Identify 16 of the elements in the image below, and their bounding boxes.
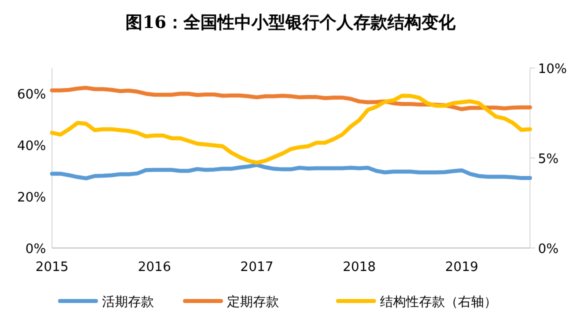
y-tick-label: 20% bbox=[17, 190, 46, 206]
x-tick-label: 2018 bbox=[342, 260, 376, 275]
y2-tick-label: 5% bbox=[538, 152, 559, 167]
legend-label: 结构性存款（右轴） bbox=[380, 295, 497, 310]
legend-label: 定期存款 bbox=[227, 295, 279, 310]
y-tick-label: 60% bbox=[17, 88, 46, 103]
x-tick-label: 2019 bbox=[445, 260, 478, 275]
chart-title: 图16：全国性中小型银行个人存款结构变化 bbox=[126, 13, 456, 33]
y2-tick-label: 10% bbox=[538, 62, 567, 77]
x-tick-label: 2015 bbox=[35, 260, 69, 275]
legend-label: 活期存款 bbox=[102, 295, 154, 310]
y-tick-label: 0% bbox=[25, 242, 46, 257]
x-tick-label: 2016 bbox=[138, 260, 171, 275]
y2-tick-label: 0% bbox=[538, 242, 559, 257]
y-tick-label: 40% bbox=[17, 139, 46, 154]
x-tick-label: 2017 bbox=[240, 260, 274, 275]
